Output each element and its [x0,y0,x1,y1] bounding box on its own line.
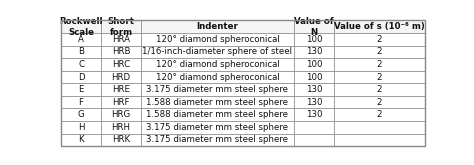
Text: HRH: HRH [111,123,131,132]
Text: 3.175 diameter mm steel sphere: 3.175 diameter mm steel sphere [146,135,289,144]
Bar [294,20,334,33]
Text: 130: 130 [306,110,322,119]
Text: 130: 130 [306,98,322,107]
Text: HRC: HRC [112,60,130,69]
Text: 1/16-inch-diameter sphere of steel: 1/16-inch-diameter sphere of steel [143,47,292,56]
Text: HRE: HRE [112,85,130,94]
Text: 120° diamond spheroconical: 120° diamond spheroconical [155,73,279,82]
Text: H: H [78,123,84,132]
Text: Value of s (10⁻⁶ m): Value of s (10⁻⁶ m) [334,22,425,31]
Bar [294,96,334,108]
Text: 120° diamond spheroconical: 120° diamond spheroconical [155,35,279,44]
Bar [334,121,425,134]
Bar [141,33,294,46]
Bar [141,96,294,108]
Bar [61,46,101,58]
Bar [61,71,101,83]
Text: 100: 100 [306,35,322,44]
Text: 100: 100 [306,73,322,82]
Bar [334,108,425,121]
Bar [61,121,101,134]
Text: HRG: HRG [111,110,131,119]
Text: 1.588 diameter mm steel sphere: 1.588 diameter mm steel sphere [146,110,289,119]
Bar [294,121,334,134]
Bar [101,58,141,71]
Text: Value of
N: Value of N [294,17,334,37]
Bar [334,83,425,96]
Bar [141,46,294,58]
Bar [141,121,294,134]
Bar [61,108,101,121]
Bar [61,83,101,96]
Text: 120° diamond spheroconical: 120° diamond spheroconical [155,60,279,69]
Text: Indenter: Indenter [197,22,238,31]
Text: 2: 2 [376,35,382,44]
Text: 3.175 diameter mm steel sphere: 3.175 diameter mm steel sphere [146,85,289,94]
Text: D: D [78,73,84,82]
Text: HRA: HRA [112,35,130,44]
Bar [61,20,101,33]
Bar [101,20,141,33]
Bar [141,134,294,146]
Text: HRD: HRD [111,73,131,82]
Bar [101,33,141,46]
Text: Rockwell
Scale: Rockwell Scale [59,17,103,37]
Bar [61,58,101,71]
Bar [294,46,334,58]
Bar [61,134,101,146]
Text: HRF: HRF [112,98,130,107]
Bar [141,20,294,33]
Bar [61,33,101,46]
Bar [101,46,141,58]
Bar [294,108,334,121]
Bar [141,108,294,121]
Bar [141,71,294,83]
Text: A: A [78,35,84,44]
Text: 2: 2 [376,98,382,107]
Text: Short
form: Short form [108,17,135,37]
Text: B: B [78,47,84,56]
Text: 2: 2 [376,85,382,94]
Bar [141,58,294,71]
Bar [141,83,294,96]
Bar [294,58,334,71]
Text: 2: 2 [376,60,382,69]
Bar [294,71,334,83]
Text: HRB: HRB [112,47,130,56]
Bar [294,33,334,46]
Bar [101,71,141,83]
Text: 100: 100 [306,60,322,69]
Text: 130: 130 [306,47,322,56]
Bar [334,134,425,146]
Bar [101,108,141,121]
Text: 1.588 diameter mm steel sphere: 1.588 diameter mm steel sphere [146,98,289,107]
Text: 3.175 diameter mm steel sphere: 3.175 diameter mm steel sphere [146,123,289,132]
Bar [334,71,425,83]
Bar [334,20,425,33]
Bar [334,58,425,71]
Bar [334,46,425,58]
Text: K: K [78,135,84,144]
Text: 2: 2 [376,47,382,56]
Text: 2: 2 [376,110,382,119]
Bar [61,96,101,108]
Bar [101,83,141,96]
Bar [101,134,141,146]
Bar [294,83,334,96]
Text: 2: 2 [376,73,382,82]
Text: 130: 130 [306,85,322,94]
Text: F: F [79,98,83,107]
Text: HRK: HRK [112,135,130,144]
Bar [334,96,425,108]
Text: E: E [78,85,84,94]
Text: G: G [78,110,84,119]
Bar [294,134,334,146]
Bar [101,121,141,134]
Text: C: C [78,60,84,69]
Bar [101,96,141,108]
Bar [334,33,425,46]
